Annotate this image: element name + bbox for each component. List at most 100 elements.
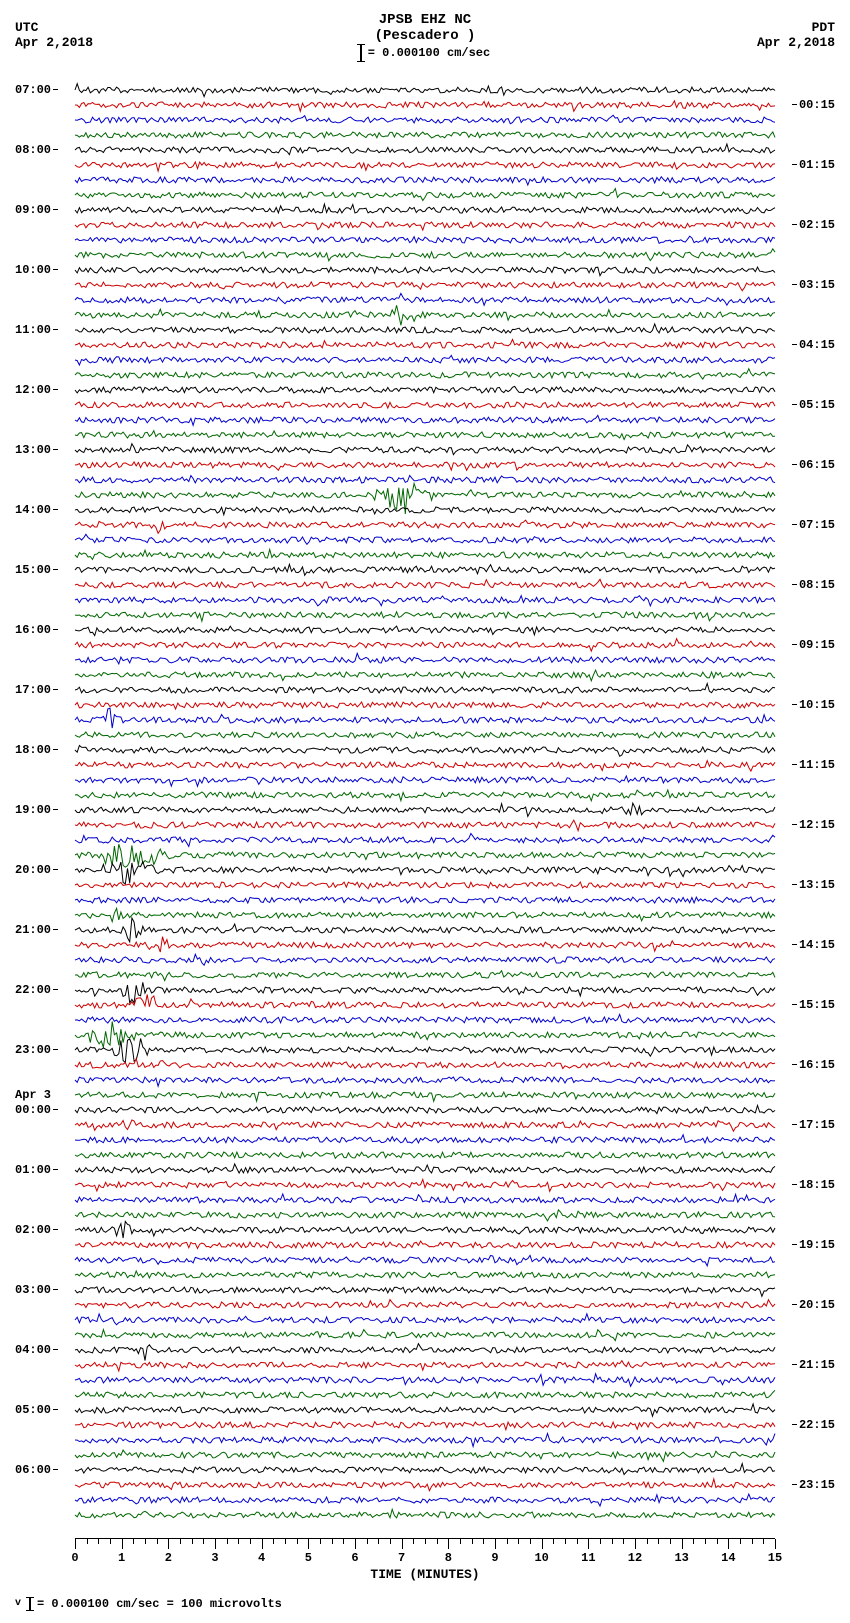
pdt-time-label: 02:15 bbox=[792, 218, 835, 232]
pdt-time-label: 23:15 bbox=[792, 1478, 835, 1492]
x-tick-minor bbox=[425, 1539, 426, 1544]
tz-right-date: Apr 2,2018 bbox=[757, 35, 835, 50]
x-tick-minor bbox=[343, 1539, 344, 1544]
x-tick-label: 9 bbox=[491, 1551, 498, 1565]
pdt-time-label: 17:15 bbox=[792, 1118, 835, 1132]
utc-time-label: 13:00 bbox=[15, 443, 58, 457]
utc-time-label: 23:00 bbox=[15, 1043, 58, 1057]
x-tick-label: 6 bbox=[351, 1551, 358, 1565]
pdt-time-label: 18:15 bbox=[792, 1178, 835, 1192]
x-tick-label: 11 bbox=[581, 1551, 595, 1565]
scale-text: = 0.000100 cm/sec bbox=[368, 46, 490, 60]
x-tick-minor bbox=[717, 1539, 718, 1544]
x-tick-minor bbox=[98, 1539, 99, 1544]
day-break-label: Apr 3 bbox=[15, 1088, 51, 1102]
pdt-time-label: 11:15 bbox=[792, 758, 835, 772]
x-tick-label: 4 bbox=[258, 1551, 265, 1565]
x-tick-minor bbox=[483, 1539, 484, 1544]
x-tick-major bbox=[775, 1539, 776, 1549]
footer-text: = 0.000100 cm/sec = 100 microvolts bbox=[37, 1597, 282, 1611]
x-tick-label: 1 bbox=[118, 1551, 125, 1565]
utc-time-label: 04:00 bbox=[15, 1343, 58, 1357]
pdt-time-label: 19:15 bbox=[792, 1238, 835, 1252]
pdt-time-label: 13:15 bbox=[792, 878, 835, 892]
pdt-time-label: 15:15 bbox=[792, 998, 835, 1012]
x-tick-major bbox=[495, 1539, 496, 1549]
x-tick-minor bbox=[192, 1539, 193, 1544]
x-tick-major bbox=[542, 1539, 543, 1549]
x-tick-minor bbox=[565, 1539, 566, 1544]
x-tick-minor bbox=[763, 1539, 764, 1544]
tz-right-label: PDT bbox=[757, 20, 835, 35]
x-tick-minor bbox=[332, 1539, 333, 1544]
x-tick-minor bbox=[145, 1539, 146, 1544]
x-tick-major bbox=[448, 1539, 449, 1549]
trace-row bbox=[75, 1515, 775, 1535]
pdt-time-label: 03:15 bbox=[792, 278, 835, 292]
utc-time-label: 14:00 bbox=[15, 503, 58, 517]
x-tick-label: 15 bbox=[768, 1551, 782, 1565]
x-tick-minor bbox=[740, 1539, 741, 1544]
pdt-time-label: 21:15 bbox=[792, 1358, 835, 1372]
pdt-time-label: 08:15 bbox=[792, 578, 835, 592]
tz-left-date: Apr 2,2018 bbox=[15, 35, 93, 50]
pdt-time-label: 01:15 bbox=[792, 158, 835, 172]
x-tick-major bbox=[262, 1539, 263, 1549]
utc-time-label: 06:00 bbox=[15, 1463, 58, 1477]
pdt-time-label: 22:15 bbox=[792, 1418, 835, 1432]
x-tick-major bbox=[402, 1539, 403, 1549]
x-tick-major bbox=[215, 1539, 216, 1549]
pdt-time-label: 04:15 bbox=[792, 338, 835, 352]
x-tick-minor bbox=[612, 1539, 613, 1544]
pdt-time-label: 09:15 bbox=[792, 638, 835, 652]
station-title: JPSB EHZ NC bbox=[15, 12, 835, 28]
x-tick-minor bbox=[518, 1539, 519, 1544]
x-tick-minor bbox=[472, 1539, 473, 1544]
x-tick-minor bbox=[180, 1539, 181, 1544]
x-tick-minor bbox=[285, 1539, 286, 1544]
x-tick-minor bbox=[705, 1539, 706, 1544]
x-tick-label: 13 bbox=[674, 1551, 688, 1565]
x-tick-major bbox=[682, 1539, 683, 1549]
helicorder-plot: 07:0008:0009:0010:0011:0012:0013:0014:00… bbox=[15, 82, 835, 1532]
x-tick-major bbox=[728, 1539, 729, 1549]
x-tick-minor bbox=[87, 1539, 88, 1544]
x-tick-minor bbox=[390, 1539, 391, 1544]
utc-time-label: 12:00 bbox=[15, 383, 58, 397]
x-tick-minor bbox=[658, 1539, 659, 1544]
x-tick-minor bbox=[553, 1539, 554, 1544]
x-tick-minor bbox=[413, 1539, 414, 1544]
utc-time-label: 21:00 bbox=[15, 923, 58, 937]
x-tick-minor bbox=[273, 1539, 274, 1544]
x-tick-major bbox=[635, 1539, 636, 1549]
pdt-time-label: 20:15 bbox=[792, 1298, 835, 1312]
utc-time-label: 09:00 bbox=[15, 203, 58, 217]
pdt-time-label: 07:15 bbox=[792, 518, 835, 532]
utc-time-label: 19:00 bbox=[15, 803, 58, 817]
x-tick-minor bbox=[460, 1539, 461, 1544]
x-tick-minor bbox=[238, 1539, 239, 1544]
tz-right: PDT Apr 2,2018 bbox=[757, 20, 835, 50]
x-tick-major bbox=[122, 1539, 123, 1549]
x-tick-label: 7 bbox=[398, 1551, 405, 1565]
utc-time-label: 15:00 bbox=[15, 563, 58, 577]
utc-time-label: 11:00 bbox=[15, 323, 58, 337]
x-tick-label: 5 bbox=[305, 1551, 312, 1565]
footer-scale-bar-icon bbox=[29, 1597, 31, 1611]
x-tick-major bbox=[588, 1539, 589, 1549]
x-tick-minor bbox=[670, 1539, 671, 1544]
x-axis: TIME (MINUTES) 0123456789101112131415 bbox=[75, 1538, 775, 1589]
x-tick-minor bbox=[320, 1539, 321, 1544]
x-tick-minor bbox=[157, 1539, 158, 1544]
x-tick-label: 3 bbox=[211, 1551, 218, 1565]
x-tick-minor bbox=[110, 1539, 111, 1544]
utc-time-label: 10:00 bbox=[15, 263, 58, 277]
x-tick-minor bbox=[250, 1539, 251, 1544]
x-tick-label: 12 bbox=[628, 1551, 642, 1565]
seismogram-page: UTC Apr 2,2018 PDT Apr 2,2018 JPSB EHZ N… bbox=[15, 12, 835, 1611]
utc-time-label: 03:00 bbox=[15, 1283, 58, 1297]
x-tick-minor bbox=[647, 1539, 648, 1544]
utc-time-label: 18:00 bbox=[15, 743, 58, 757]
utc-time-label: 07:00 bbox=[15, 83, 58, 97]
x-tick-major bbox=[308, 1539, 309, 1549]
